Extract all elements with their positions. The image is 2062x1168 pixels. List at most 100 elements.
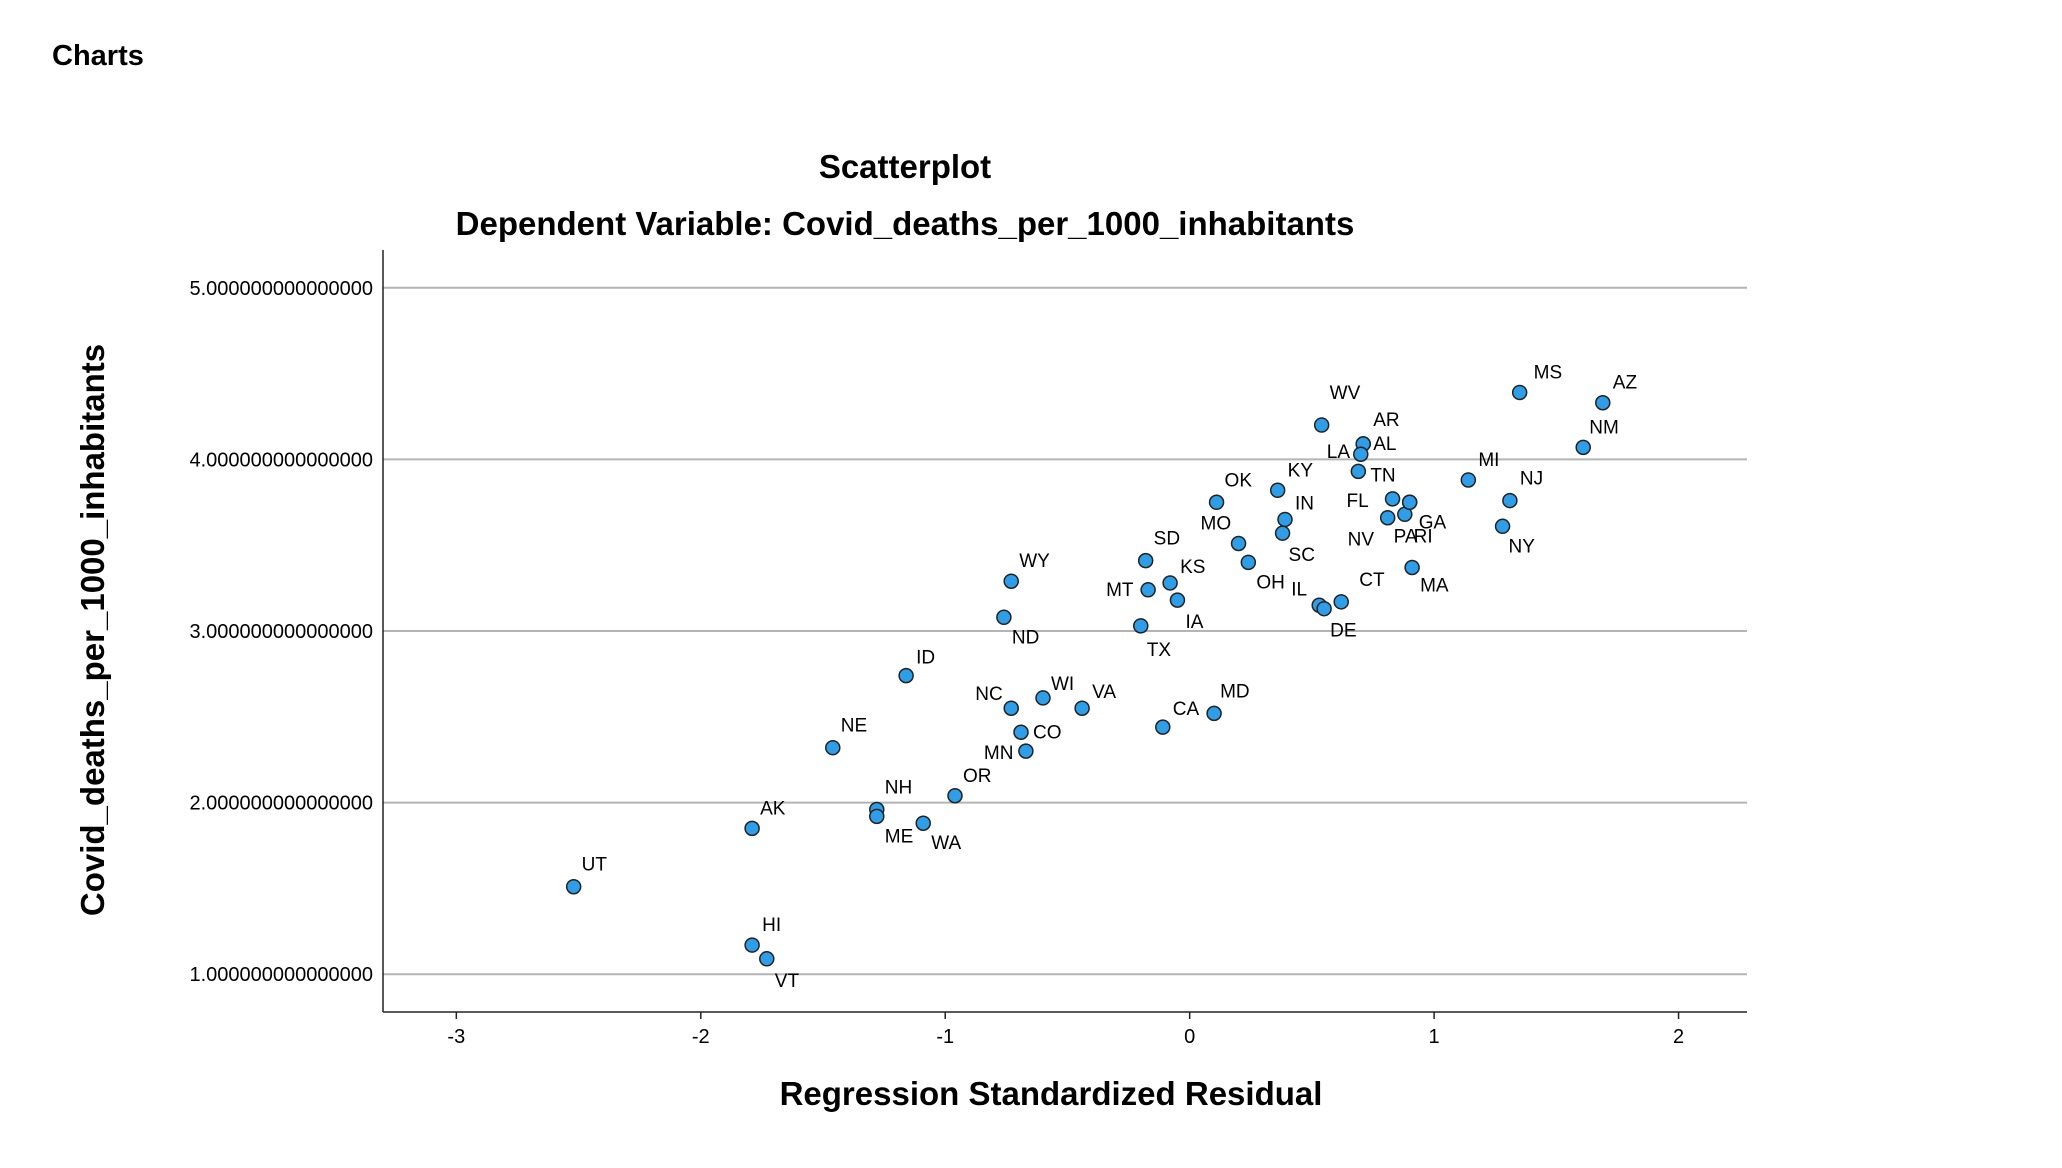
data-point [1404,559,1420,576]
point-label: VA [1092,682,1116,703]
data-point [915,815,931,831]
data-point [1003,573,1019,589]
data-point [947,788,963,804]
data-point [1240,554,1257,571]
y-tick-label: 2.000000000000000 [189,793,373,815]
data-point [1511,384,1528,401]
point-label: NE [841,716,867,737]
point-label: SC [1289,545,1315,566]
data-points [565,384,1611,967]
point-label: MO [1201,513,1232,534]
data-point [1313,417,1330,433]
grid-lines [383,286,1747,976]
data-point [1169,592,1186,608]
x-tick-label: 0 [1184,1026,1195,1048]
data-point [1035,690,1051,706]
data-point [1018,743,1034,759]
data-point [1384,491,1401,507]
data-point [1460,472,1477,488]
data-point [1074,700,1090,716]
data-point [1316,600,1332,617]
data-point [759,951,775,967]
data-point [996,609,1012,626]
data-point [1595,394,1611,411]
data-point [565,878,582,895]
point-label: NJ [1520,469,1543,490]
point-label: MN [984,743,1014,764]
data-point [1230,535,1247,552]
point-label: NV [1348,530,1375,551]
data-point [1162,575,1178,591]
axes [382,250,1747,1019]
point-label: GA [1419,512,1447,533]
point-label: AK [760,798,786,819]
y-tick-label: 3.000000000000000 [189,621,373,643]
data-point [1494,518,1511,535]
data-point [744,820,760,837]
chart-subtitle: Dependent Variable: Covid_deaths_per_100… [455,205,1355,242]
y-tick-label: 4.000000000000000 [189,449,373,471]
point-label: DE [1330,621,1356,642]
x-tick-label: 1 [1429,1026,1440,1048]
point-label: CO [1033,722,1062,743]
point-label: OH [1256,572,1285,593]
data-point [1274,525,1291,541]
point-label: RI [1414,526,1433,547]
tick-labels: 1.000000000000000 2.000000000000000 3.0000… [189,278,1684,1048]
point-label: AR [1373,410,1399,431]
x-axis-label: Regression Standardized Residual [780,1075,1323,1112]
point-label: ND [1012,627,1039,648]
point-label: LA [1327,442,1351,463]
data-point [1379,509,1396,526]
point-label: IL [1291,579,1307,600]
point-label: VT [775,971,800,992]
point-label: SD [1154,529,1180,550]
point-label: MT [1106,580,1134,601]
point-label: IN [1295,493,1314,514]
point-label: ME [885,826,914,847]
x-tick-label: -1 [936,1026,954,1048]
point-label: MI [1478,450,1499,471]
x-tick-label: -3 [447,1026,465,1048]
x-tick-label: 2 [1673,1026,1684,1048]
point-label: NH [885,777,912,798]
y-axis-label: Covid_deaths_per_1000_inhabitants [74,344,111,916]
data-point [825,739,841,756]
data-point [1401,494,1418,511]
point-label: MS [1534,362,1563,383]
point-label: WY [1019,551,1050,572]
point-label: OK [1225,470,1253,491]
data-point [1208,494,1225,511]
data-point [744,937,760,953]
point-label: NM [1589,417,1619,438]
point-label: WA [931,833,961,854]
data-point [1350,463,1367,480]
point-label: CA [1173,699,1200,720]
section-heading: Charts [52,40,144,72]
point-label: IA [1185,612,1203,633]
data-point [1140,582,1156,598]
point-label: AZ [1613,373,1638,394]
data-point [1333,594,1349,610]
data-point [1353,446,1369,462]
point-label: PA [1394,526,1418,547]
point-label: NC [975,684,1002,705]
point-label: KS [1180,557,1205,578]
point-label: NY [1509,536,1536,557]
y-tick-label: 5.000000000000000 [189,278,373,300]
data-point [898,667,914,684]
point-label: FL [1347,491,1369,512]
data-point [1003,700,1019,716]
point-label: WV [1330,383,1361,404]
data-point [1575,439,1591,456]
data-point [1206,705,1222,722]
point-label: AL [1373,434,1396,455]
point-label: MD [1220,681,1250,702]
point-label: TN [1370,465,1395,486]
data-point [1277,511,1293,528]
data-point [1133,618,1149,634]
data-point [1013,724,1029,741]
data-point [1269,482,1286,499]
